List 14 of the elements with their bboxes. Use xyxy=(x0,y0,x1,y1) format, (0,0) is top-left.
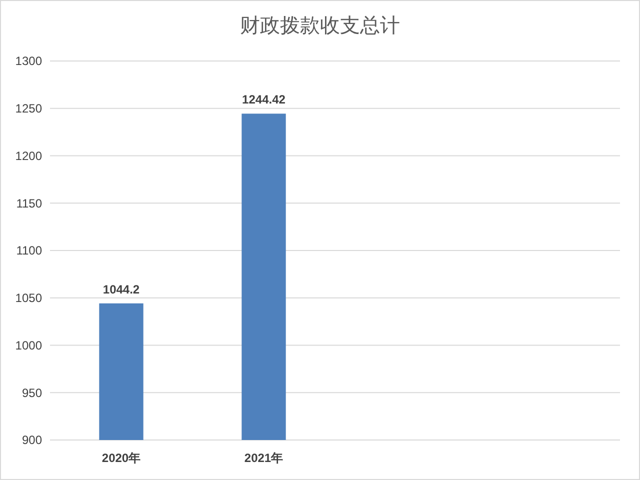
x-tick-label: 2021年 xyxy=(244,451,284,465)
data-label: 1244.42 xyxy=(242,92,286,107)
data-label: 1044.2 xyxy=(102,282,140,296)
y-tick-label: 1100 xyxy=(16,244,42,258)
chart-title: 财政拨款收支总计 xyxy=(240,15,400,37)
x-tick-label: 2020年 xyxy=(102,451,141,465)
y-tick-label: 900 xyxy=(22,433,42,448)
y-tick-label: 1000 xyxy=(15,338,42,352)
y-tick-label: 1150 xyxy=(16,196,42,210)
y-tick-label: 1200 xyxy=(15,148,42,163)
y-tick-label: 950 xyxy=(22,386,42,400)
y-tick-label: 1050 xyxy=(15,291,42,306)
y-tick-label: 1300 xyxy=(15,54,42,68)
y-tick-label: 1250 xyxy=(15,102,42,116)
